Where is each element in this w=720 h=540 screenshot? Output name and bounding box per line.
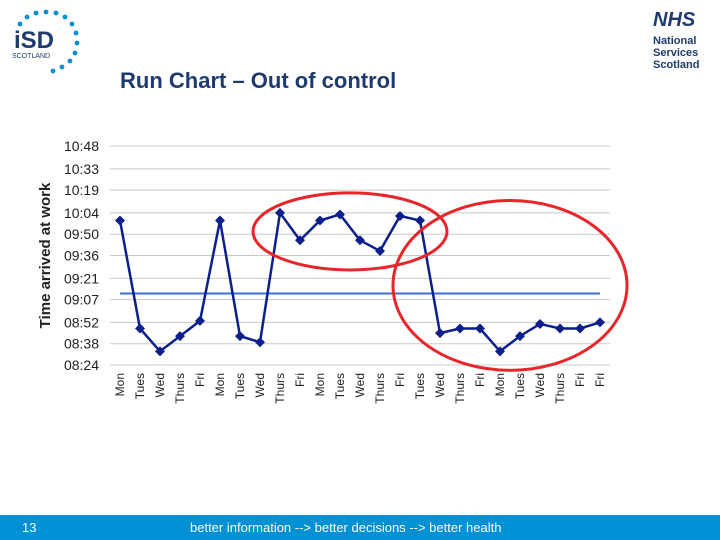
y-tick-label: 10:04 xyxy=(64,205,99,221)
data-point xyxy=(275,207,285,218)
data-point xyxy=(375,245,385,256)
x-tick-label: Thurs xyxy=(173,373,187,404)
page-number: 13 xyxy=(22,520,37,535)
data-point xyxy=(495,346,505,357)
data-point xyxy=(515,331,525,342)
y-tick-label: 10:48 xyxy=(64,138,99,154)
x-tick-label: Mon xyxy=(313,373,327,396)
data-point xyxy=(195,315,205,326)
x-tick-label: Mon xyxy=(113,373,127,396)
nhs-national-services-scotland-logo: NHS National Services Scotland xyxy=(640,4,716,78)
isd-scotland-logo: iSD SCOTLAND xyxy=(4,6,88,78)
x-tick-label: Thurs xyxy=(373,373,387,404)
y-tick-label: 08:52 xyxy=(64,314,99,330)
data-point xyxy=(575,323,585,334)
data-point xyxy=(115,215,125,226)
x-tick-label: Fri xyxy=(573,373,587,387)
x-tick-label: Mon xyxy=(213,373,227,396)
y-tick-label: 10:19 xyxy=(64,182,99,198)
y-tick-label: 09:50 xyxy=(64,226,99,242)
x-tick-label: Fri xyxy=(473,373,487,387)
nhs-logo-line4: Scotland xyxy=(653,59,699,71)
x-tick-label: Thurs xyxy=(453,373,467,404)
data-point xyxy=(295,235,305,246)
slide-title: Run Chart – Out of control xyxy=(120,68,397,93)
nhs-logo-line3: Services xyxy=(653,47,698,59)
data-point xyxy=(315,215,325,226)
nhs-logo-text: NHS xyxy=(653,9,696,31)
y-tick-label: 09:21 xyxy=(64,270,99,286)
data-point xyxy=(355,235,365,246)
data-point xyxy=(235,331,245,342)
x-tick-label: Wed xyxy=(253,373,267,397)
y-tick-label: 10:33 xyxy=(64,161,99,177)
x-tick-label: Fri xyxy=(393,373,407,387)
x-tick-label: Tues xyxy=(333,373,347,399)
x-tick-label: Wed xyxy=(153,373,167,397)
x-tick-label: Mon xyxy=(493,373,507,396)
x-tick-label: Thurs xyxy=(273,373,287,404)
out-of-control-circle xyxy=(251,191,449,272)
data-point xyxy=(175,331,185,342)
x-tick-label: Tues xyxy=(513,373,527,399)
x-tick-label: Thurs xyxy=(553,373,567,404)
isd-logo-letters: iSD xyxy=(14,27,54,54)
x-tick-label: Fri xyxy=(293,373,307,387)
isd-logo-subtitle: SCOTLAND xyxy=(12,53,50,60)
x-tick-label: Wed xyxy=(353,373,367,397)
footer-tagline: better information --> better decisions … xyxy=(190,520,502,535)
y-tick-label: 08:24 xyxy=(64,357,99,373)
nhs-logo-line2: National xyxy=(653,35,696,47)
run-chart: 08:24 08:38 08:52 09:07 09:21 09:36 09:50 10:04… xyxy=(37,138,629,404)
x-tick-label: Fri xyxy=(193,373,207,387)
data-point xyxy=(555,323,565,334)
data-point xyxy=(135,323,145,334)
data-point xyxy=(435,328,445,339)
data-point xyxy=(255,337,265,348)
y-axis-title: Time arrived at work xyxy=(37,182,54,328)
x-tick-label: Wed xyxy=(433,373,447,397)
x-tick-label: Tues xyxy=(413,373,427,399)
data-point xyxy=(535,318,545,329)
data-point xyxy=(595,317,605,328)
x-tick-label: Tues xyxy=(233,373,247,399)
data-point xyxy=(475,323,485,334)
y-tick-label: 08:38 xyxy=(64,336,99,352)
data-point xyxy=(215,215,225,226)
x-tick-label: Wed xyxy=(533,373,547,397)
data-point xyxy=(155,346,165,357)
x-tick-label: Tues xyxy=(133,373,147,399)
series-line xyxy=(118,209,601,354)
y-tick-label: 09:36 xyxy=(64,248,99,264)
data-point xyxy=(335,209,345,220)
y-tick-label: 09:07 xyxy=(64,292,99,308)
out-of-control-circle xyxy=(391,199,629,372)
data-point xyxy=(395,210,405,221)
x-tick-label: Fri xyxy=(593,373,607,387)
data-point xyxy=(455,323,465,334)
data-point xyxy=(415,215,425,226)
footer-bar: 13 better information --> better decisio… xyxy=(0,515,720,540)
